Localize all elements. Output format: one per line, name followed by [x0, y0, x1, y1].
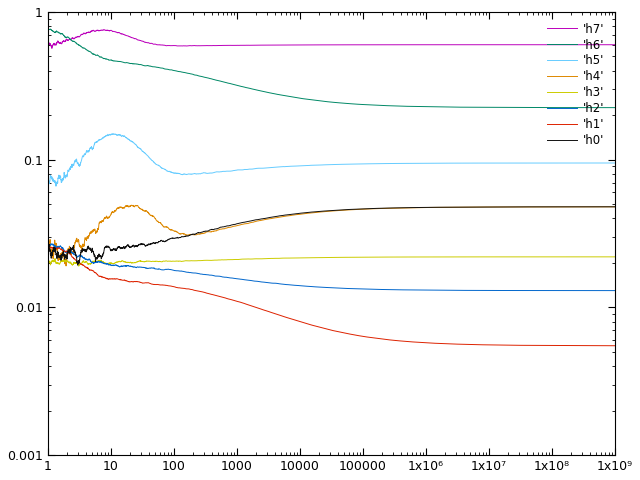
'h2'	[510, 288, 518, 293]
'h1'	[260, 307, 268, 313]
'h2'	[147, 265, 155, 271]
'h1'	[611, 343, 619, 348]
'h3'	[75, 263, 83, 269]
'h0'	[467, 204, 475, 210]
Line: 'h0': 'h0'	[48, 207, 615, 265]
'h3'	[467, 254, 475, 260]
'h2'	[384, 287, 392, 292]
'h5'	[467, 160, 475, 166]
'h7'	[48, 46, 56, 51]
'h2'	[467, 288, 475, 293]
'h5'	[510, 160, 518, 166]
'h4'	[261, 216, 269, 222]
'h0'	[384, 205, 392, 211]
'h3'	[384, 254, 392, 260]
'h4'	[511, 204, 518, 210]
'h5'	[44, 190, 52, 195]
'h4'	[62, 263, 70, 269]
'h4'	[384, 205, 392, 211]
'h4'	[467, 204, 475, 210]
'h0'	[510, 204, 518, 210]
'h6'	[467, 104, 475, 110]
'h3'	[147, 259, 155, 264]
'h1'	[413, 339, 420, 345]
'h3'	[413, 254, 420, 260]
'h0'	[74, 262, 81, 268]
'h6'	[260, 89, 268, 95]
'h4'	[44, 242, 52, 248]
'h6'	[44, 26, 52, 32]
'h0'	[611, 204, 619, 210]
'h0'	[260, 216, 268, 221]
'h7'	[467, 42, 475, 48]
'h1'	[510, 342, 518, 348]
'h7'	[413, 42, 420, 48]
'h7'	[511, 42, 518, 48]
'h1'	[384, 337, 392, 343]
'h2'	[44, 244, 52, 250]
'h5'	[413, 160, 420, 166]
'h4'	[147, 213, 155, 218]
'h5'	[260, 165, 268, 171]
'h1'	[44, 245, 52, 251]
'h3'	[44, 261, 52, 267]
'h2'	[49, 241, 56, 247]
'h5'	[109, 131, 116, 137]
'h1'	[147, 281, 155, 287]
'h0'	[413, 204, 420, 210]
'h7'	[384, 42, 392, 48]
'h3'	[611, 254, 619, 260]
Line: 'h7': 'h7'	[48, 30, 615, 48]
Line: 'h2': 'h2'	[48, 244, 615, 290]
'h6'	[46, 26, 54, 32]
'h3'	[260, 256, 268, 262]
'h6'	[384, 103, 392, 108]
'h2'	[260, 279, 268, 285]
'h4'	[128, 203, 136, 208]
Legend: 'h7', 'h6', 'h5', 'h4', 'h3', 'h2', 'h1', 'h0': 'h7', 'h6', 'h5', 'h4', 'h3', 'h2', 'h1'…	[543, 18, 609, 152]
'h7'	[44, 41, 52, 47]
'h3'	[510, 254, 518, 260]
'h4'	[611, 204, 619, 210]
'h2'	[413, 287, 420, 293]
'h7'	[261, 42, 269, 48]
Line: 'h6': 'h6'	[48, 29, 615, 108]
'h5'	[147, 156, 155, 162]
'h1'	[467, 342, 475, 348]
'h6'	[147, 63, 155, 69]
Line: 'h5': 'h5'	[48, 134, 615, 192]
'h6'	[510, 105, 518, 110]
'h1'	[44, 244, 52, 250]
Line: 'h4': 'h4'	[48, 205, 615, 266]
'h0'	[147, 241, 155, 247]
'h7'	[147, 40, 155, 46]
'h5'	[384, 161, 392, 167]
'h7'	[100, 27, 108, 33]
Line: 'h3': 'h3'	[48, 257, 615, 266]
Line: 'h1': 'h1'	[48, 247, 615, 346]
'h6'	[611, 105, 619, 110]
'h5'	[611, 160, 619, 166]
'h4'	[413, 205, 420, 211]
'h6'	[413, 104, 420, 109]
'h0'	[44, 237, 52, 243]
'h7'	[611, 42, 619, 48]
'h2'	[611, 288, 619, 293]
